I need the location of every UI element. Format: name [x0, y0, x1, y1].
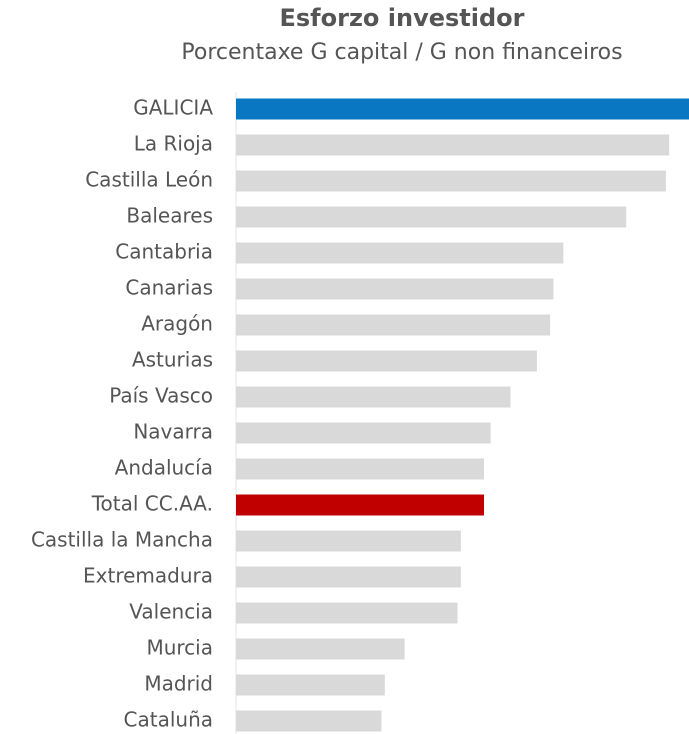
category-label: Andalucía	[115, 456, 213, 480]
bar	[236, 710, 382, 732]
category-label: Aragón	[141, 312, 213, 336]
bar	[236, 386, 511, 408]
category-label: Castilla la Mancha	[31, 528, 213, 552]
category-label: Baleares	[126, 204, 213, 228]
bar	[236, 530, 461, 552]
bar	[236, 98, 689, 120]
category-label: Murcia	[146, 636, 213, 660]
category-label: Valencia	[129, 600, 213, 624]
bar	[236, 350, 537, 372]
category-label: Extremadura	[83, 564, 213, 588]
category-label: Madrid	[144, 672, 213, 696]
bar	[236, 242, 564, 264]
bar	[236, 134, 670, 156]
bar	[236, 278, 554, 300]
category-label: Asturias	[132, 348, 213, 372]
category-label: Cantabria	[115, 240, 213, 264]
chart-title: Esforzo investidor	[280, 4, 525, 32]
bar	[236, 314, 551, 336]
bar	[236, 206, 627, 228]
bar	[236, 170, 666, 192]
bar	[236, 494, 484, 516]
category-label: País Vasco	[109, 384, 213, 408]
bar	[236, 602, 458, 624]
bar	[236, 638, 405, 660]
chart-subtitle: Porcentaxe G capital / G non financeiros	[181, 40, 622, 65]
category-label: Canarias	[125, 276, 213, 300]
category-label: Total CC.AA.	[91, 492, 213, 516]
bar	[236, 566, 461, 588]
category-label: Navarra	[133, 420, 213, 444]
category-label: La Rioja	[134, 132, 213, 156]
category-label: Cataluña	[124, 708, 213, 732]
bar	[236, 458, 484, 480]
bar	[236, 674, 385, 696]
category-label: Castilla León	[85, 168, 213, 192]
category-label: GALICIA	[133, 96, 213, 120]
bar	[236, 422, 491, 444]
